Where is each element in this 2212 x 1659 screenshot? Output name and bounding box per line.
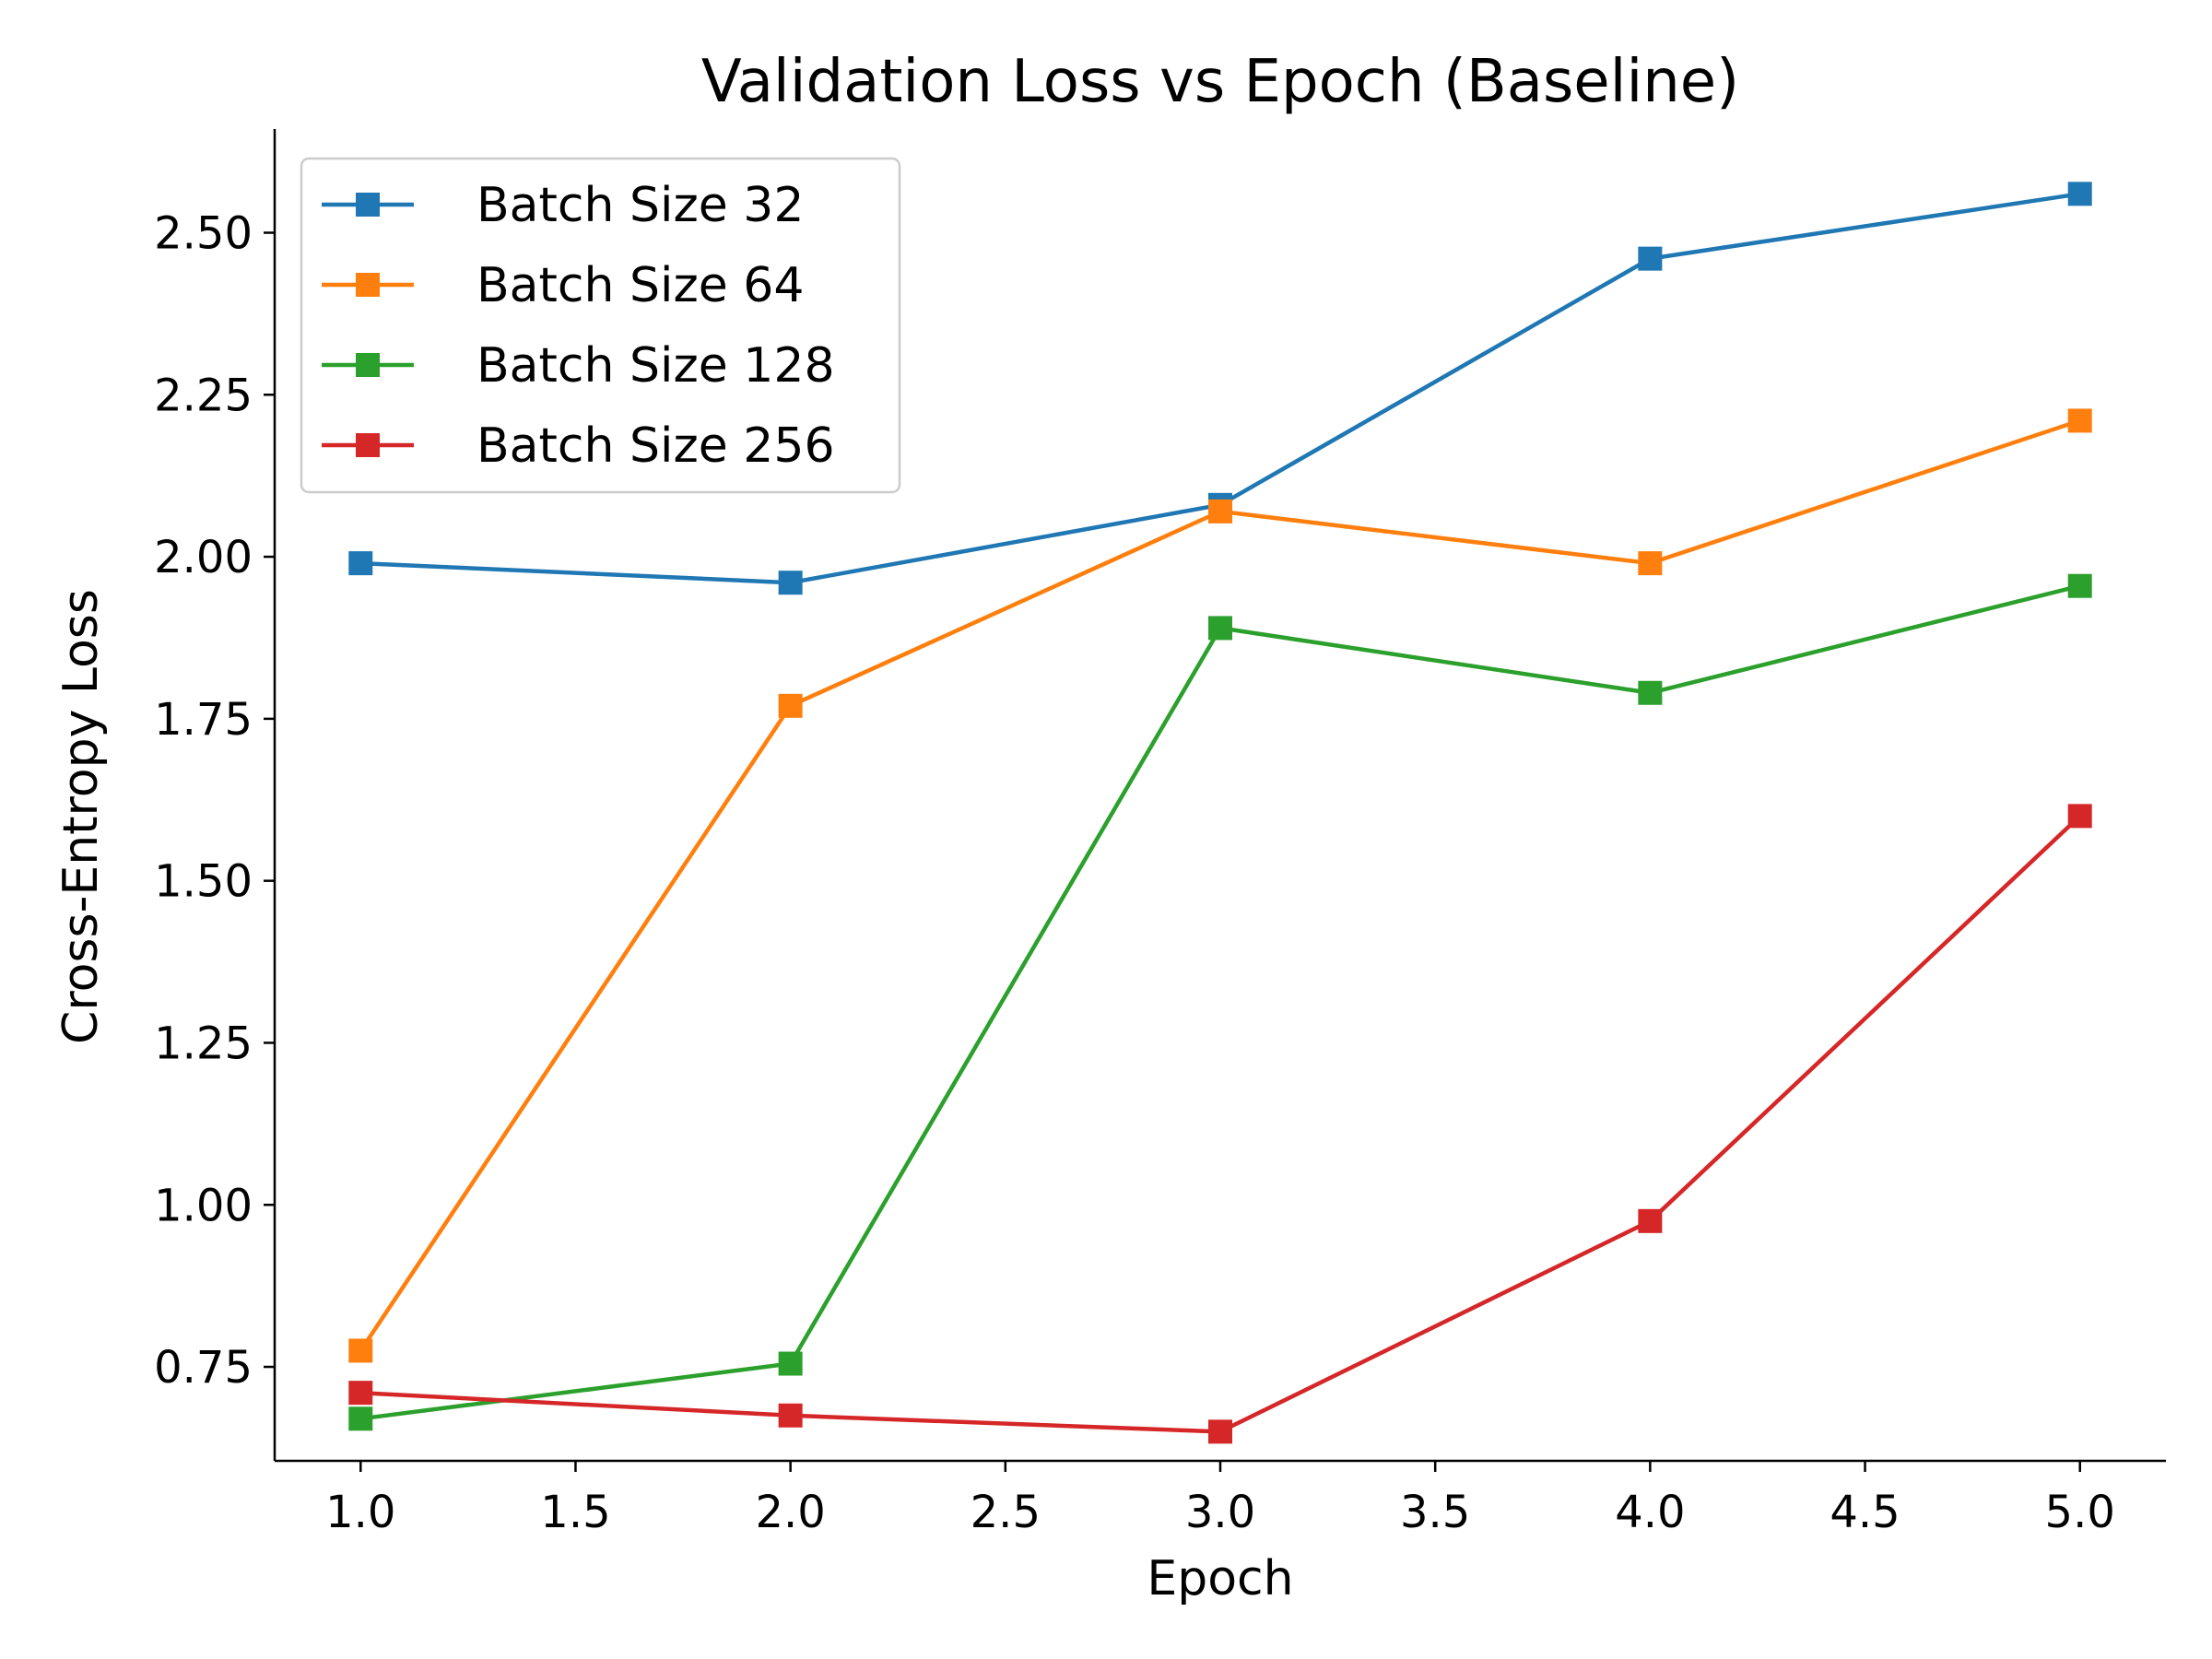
legend-marker (356, 273, 380, 297)
y-tick-label: 0.75 (154, 1342, 253, 1394)
legend-label: Batch Size 32 (477, 178, 804, 233)
data-point (778, 1351, 803, 1376)
x-tick-label: 4.0 (1615, 1487, 1685, 1538)
legend-marker (356, 193, 380, 217)
legend-frame (300, 157, 901, 494)
y-tick-label: 1.50 (154, 856, 253, 908)
axes: 1.0 1.5 2.0 2.5 3.0 3.5 4.0 4.5 5.0 0.75 1.00 1.25 1… (154, 129, 2166, 1538)
series-line (360, 583, 2081, 1421)
x-tick-label: 1.0 (325, 1487, 395, 1538)
x-tick-label: 3.0 (1185, 1487, 1255, 1538)
y-tick-label: 2.00 (154, 532, 253, 583)
data-point (1638, 551, 1663, 576)
data-point (778, 693, 803, 718)
legend-item: Batch Size 128 (322, 338, 835, 394)
data-point (348, 1381, 373, 1406)
data-point (2067, 182, 2092, 206)
data-point (778, 571, 803, 595)
y-tick-label: 1.00 (154, 1180, 253, 1231)
series-4 (348, 804, 2092, 1444)
legend-item: Batch Size 64 (322, 258, 804, 313)
legend: Batch Size 32 Batch Size 64 Batch Size 128… (300, 157, 901, 494)
data-point (348, 1406, 373, 1431)
legend-marker (356, 353, 380, 377)
chart-title: Validation Loss vs Epoch (Baseline) (701, 48, 1739, 116)
x-tick-label: 2.0 (755, 1487, 825, 1538)
series-layer (348, 182, 2092, 1444)
x-tick-label: 5.0 (2045, 1487, 2115, 1538)
data-point (1208, 1419, 1232, 1444)
x-tick-label: 4.5 (1830, 1487, 1900, 1538)
data-point (778, 1403, 803, 1428)
y-tick-label: 1.75 (154, 694, 253, 746)
y-tick-label: 1.25 (154, 1018, 253, 1069)
legend-item: Batch Size 32 (322, 178, 804, 233)
data-point (1208, 499, 1232, 524)
data-point (2067, 573, 2092, 598)
legend-label: Batch Size 256 (477, 418, 835, 474)
series-line (360, 814, 2082, 1434)
data-point (348, 1338, 373, 1363)
data-point (1638, 1208, 1663, 1233)
data-point (1208, 616, 1232, 641)
y-tick-label: 2.25 (154, 370, 253, 421)
x-axis-label: Epoch (1147, 1551, 1293, 1606)
data-point (2067, 408, 2092, 433)
series-3 (348, 573, 2092, 1431)
data-point (2067, 804, 2092, 829)
data-point (1638, 246, 1663, 271)
series-2 (348, 408, 2092, 1363)
legend-label: Batch Size 128 (477, 338, 835, 394)
y-tick-label: 2.50 (154, 208, 253, 260)
data-point (1638, 680, 1663, 705)
legend-marker (356, 433, 380, 457)
legend-item: Batch Size 256 (322, 418, 835, 474)
x-tick-label: 2.5 (971, 1487, 1041, 1538)
data-point (348, 551, 373, 576)
x-tick-label: 1.5 (540, 1487, 610, 1538)
legend-label: Batch Size 64 (477, 258, 804, 313)
x-tick-label: 3.5 (1400, 1487, 1470, 1538)
series-line (359, 418, 2081, 1352)
y-axis-label: Cross-Entropy Loss (53, 589, 109, 1044)
